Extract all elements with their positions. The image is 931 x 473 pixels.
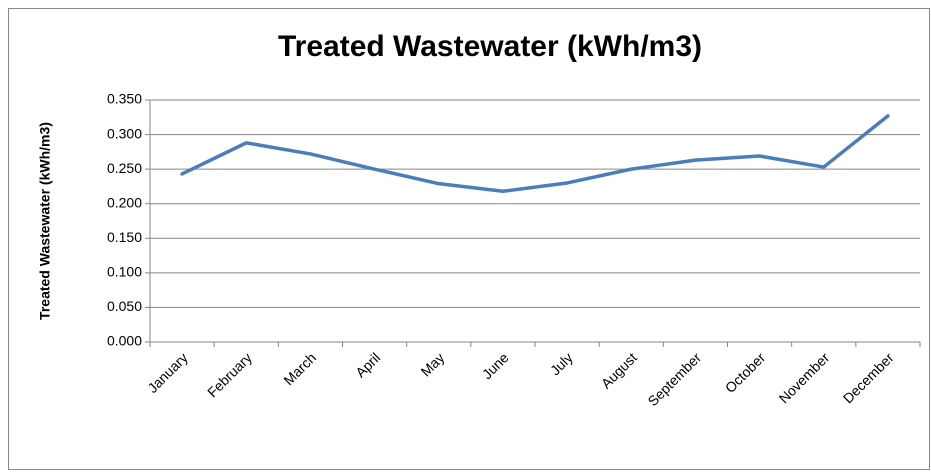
chart-border (8, 8, 930, 470)
y-tick-label: 0.200 (107, 194, 142, 210)
y-tick-label: 0.250 (107, 160, 142, 176)
chart-title: Treated Wastewater (kWh/m3) (278, 30, 702, 63)
y-tick-label: 0.050 (107, 298, 142, 314)
y-tick-label: 0.300 (107, 125, 142, 141)
y-tick-label: 0.100 (107, 264, 142, 280)
y-tick-label: 0.150 (107, 229, 142, 245)
y-tick-label: 0.350 (107, 91, 142, 107)
series-line (180, 114, 890, 194)
y-tick-label: 0.000 (107, 333, 142, 349)
y-axis-label: Treated Wastewater (kWh/m3) (37, 122, 53, 320)
